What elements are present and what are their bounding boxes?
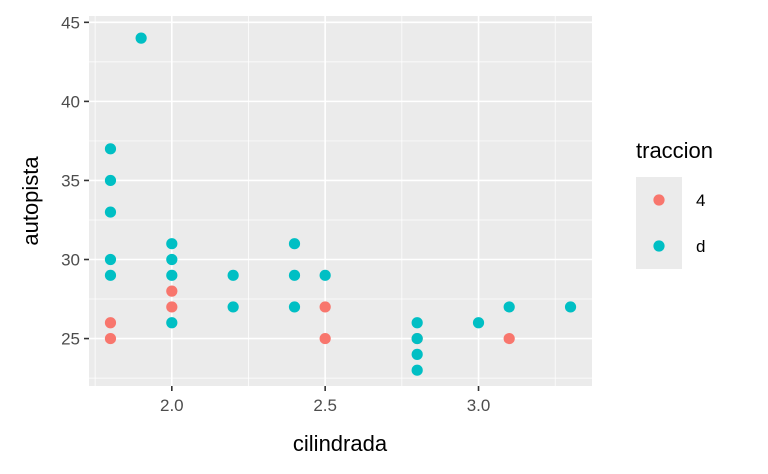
point-traccion-d [564,301,577,313]
y-tick-label: 40 [61,92,80,111]
point-traccion-d [166,269,178,281]
point-traccion-d [411,317,423,329]
point-traccion-d [288,269,301,281]
point-traccion-d [166,253,178,266]
legend: traccion 4 d [636,138,713,269]
point-traccion-d [288,238,301,250]
y-axis: 25 30 35 40 45 [61,13,89,349]
point-traccion-d [411,332,423,345]
y-tick-label: 35 [61,171,80,190]
x-tick-label: 2.5 [313,396,337,415]
y-axis-title: autopista [18,156,43,246]
point-traccion-d [104,174,117,187]
point-traccion-d [104,269,117,281]
point-traccion-4 [104,317,117,329]
point-traccion-4 [319,332,331,345]
point-traccion-d [104,143,117,155]
data-points [104,32,577,376]
point-traccion-d [472,317,485,329]
point-traccion-4 [166,301,178,313]
point-traccion-d [227,301,239,313]
x-tick-label: 3.0 [467,396,491,415]
legend-label: 4 [696,191,705,210]
x-axis: 2.0 2.5 3.0 [160,386,490,415]
legend-key-marker [653,240,665,252]
point-traccion-d [411,364,423,376]
y-tick-label: 25 [61,330,80,349]
point-traccion-d [166,238,178,250]
legend-key-marker [653,194,665,206]
point-traccion-4 [319,301,331,313]
y-tick-label: 45 [61,13,80,32]
point-traccion-d [104,253,117,266]
minor-gridlines [89,16,592,386]
point-traccion-4 [104,332,117,345]
point-traccion-d [227,269,239,281]
point-traccion-d [411,348,423,360]
point-traccion-d [135,32,147,44]
point-traccion-d [166,317,178,329]
plot-panel [89,16,592,386]
x-tick-label: 2.0 [160,396,184,415]
point-traccion-d [104,206,117,218]
legend-label: d [696,237,705,256]
point-traccion-d [288,301,301,313]
point-traccion-d [503,301,515,313]
point-traccion-d [319,269,331,281]
x-axis-title: cilindrada [293,431,388,456]
y-tick-label: 30 [61,251,80,270]
point-traccion-4 [166,285,178,297]
point-traccion-4 [503,332,515,345]
legend-title: traccion [636,138,713,163]
